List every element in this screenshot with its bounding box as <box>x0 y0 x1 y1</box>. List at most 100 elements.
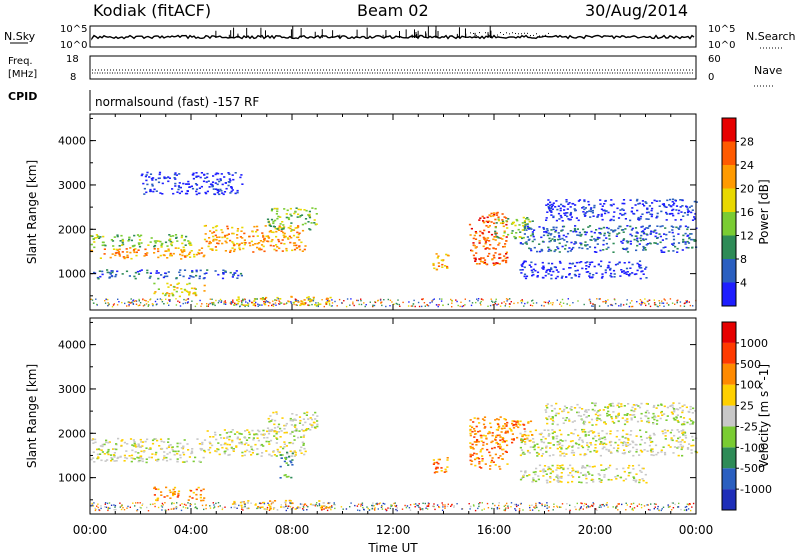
echo-cell <box>276 448 279 451</box>
echo-cell <box>578 231 581 234</box>
echo-cell <box>195 190 198 193</box>
echo-cell <box>522 451 525 454</box>
echo-cell <box>689 423 692 426</box>
echo-cell <box>617 447 620 450</box>
x-tick-label: 20:00 <box>578 523 613 537</box>
echo-cell <box>682 215 685 217</box>
echo-cell <box>660 411 663 414</box>
echo-cell <box>297 208 300 211</box>
ground-scatter-cell <box>647 508 650 511</box>
echo-cell <box>568 267 571 269</box>
echo-cell <box>532 235 535 238</box>
echo-cell <box>575 217 578 219</box>
ground-scatter-cell <box>394 502 396 504</box>
echo-cell <box>133 248 136 251</box>
echo-cell <box>608 414 611 416</box>
echo-cell <box>176 442 179 445</box>
echo-cell <box>216 448 219 450</box>
echo-cell <box>198 460 201 463</box>
ground-scatter-cell <box>425 507 427 509</box>
echo-cell <box>211 184 214 186</box>
echo-cell <box>146 252 149 254</box>
echo-cell <box>296 231 299 234</box>
echo-cell <box>630 229 633 231</box>
echo-cell <box>285 213 288 215</box>
echo-cell <box>550 229 553 231</box>
ground-scatter-cell <box>357 503 360 505</box>
echo-cell <box>178 173 181 175</box>
echo-cell <box>558 429 561 432</box>
echo-cell <box>565 417 568 419</box>
echo-cell <box>215 450 218 453</box>
echo-cell <box>273 423 276 426</box>
echo-cell <box>227 172 230 174</box>
echo-cell <box>488 240 491 242</box>
ground-scatter-cell <box>581 502 583 505</box>
ground-scatter-cell <box>460 301 462 303</box>
ground-scatter-cell <box>382 502 384 505</box>
echo-cell <box>256 235 259 237</box>
echo-cell <box>269 415 272 417</box>
echo-cell <box>588 275 591 277</box>
ground-scatter-cell <box>580 506 582 508</box>
ground-scatter-cell <box>396 303 399 305</box>
echo-cell <box>167 176 170 178</box>
echo-cell <box>171 241 174 244</box>
echo-cell <box>235 446 238 448</box>
echo-cell <box>597 410 600 412</box>
ground-scatter-cell <box>529 506 531 509</box>
ground-scatter-cell <box>161 299 163 301</box>
echo-cell <box>254 504 257 506</box>
echo-cell <box>554 231 557 233</box>
ground-scatter-cell <box>360 303 363 306</box>
ground-scatter-cell <box>615 506 618 508</box>
echo-cell <box>585 268 588 270</box>
echo-cell <box>547 429 550 432</box>
ground-scatter-cell <box>154 300 157 303</box>
echo-cell <box>556 475 559 477</box>
ground-scatter-cell <box>480 300 482 303</box>
echo-cell <box>164 294 167 297</box>
echo-cell <box>647 417 650 420</box>
ground-scatter-cell <box>299 503 302 505</box>
echo-cell <box>671 229 674 231</box>
echo-cell <box>250 448 253 451</box>
ground-scatter-cell <box>633 507 636 509</box>
echo-cell <box>601 275 604 278</box>
echo-cell <box>532 438 535 440</box>
ground-scatter-cell <box>114 506 116 508</box>
ground-scatter-cell <box>167 508 170 511</box>
ground-scatter-cell <box>163 303 165 305</box>
ground-scatter-cell <box>441 502 443 504</box>
ground-scatter-cell <box>376 503 378 506</box>
ground-scatter-cell <box>606 502 608 504</box>
echo-cell <box>278 225 281 227</box>
ground-scatter-cell <box>290 502 292 505</box>
echo-cell <box>479 230 482 233</box>
ground-scatter-cell <box>107 509 109 512</box>
echo-cell <box>639 217 642 220</box>
echo-cell <box>664 227 667 229</box>
echo-cell <box>521 229 524 231</box>
ground-scatter-cell <box>248 507 250 510</box>
echo-cell <box>512 439 515 441</box>
echo-cell <box>99 236 102 238</box>
ground-scatter-cell <box>315 302 317 304</box>
echo-cell <box>286 451 289 454</box>
echo-cell <box>256 246 259 249</box>
echo-cell <box>607 227 610 230</box>
echo-cell <box>629 450 632 452</box>
echo-cell <box>198 277 201 280</box>
echo-cell <box>112 448 115 450</box>
echo-cell <box>660 410 663 413</box>
ground-scatter-cell <box>121 504 123 507</box>
echo-cell <box>521 243 524 245</box>
ground-scatter-cell <box>318 504 321 507</box>
echo-cell <box>585 453 588 456</box>
echo-cell <box>659 235 662 238</box>
ground-scatter-cell <box>300 300 302 302</box>
ground-scatter-cell <box>132 299 135 301</box>
echo-cell <box>547 203 550 205</box>
echo-cell <box>469 453 472 456</box>
echo-cell <box>177 188 180 191</box>
